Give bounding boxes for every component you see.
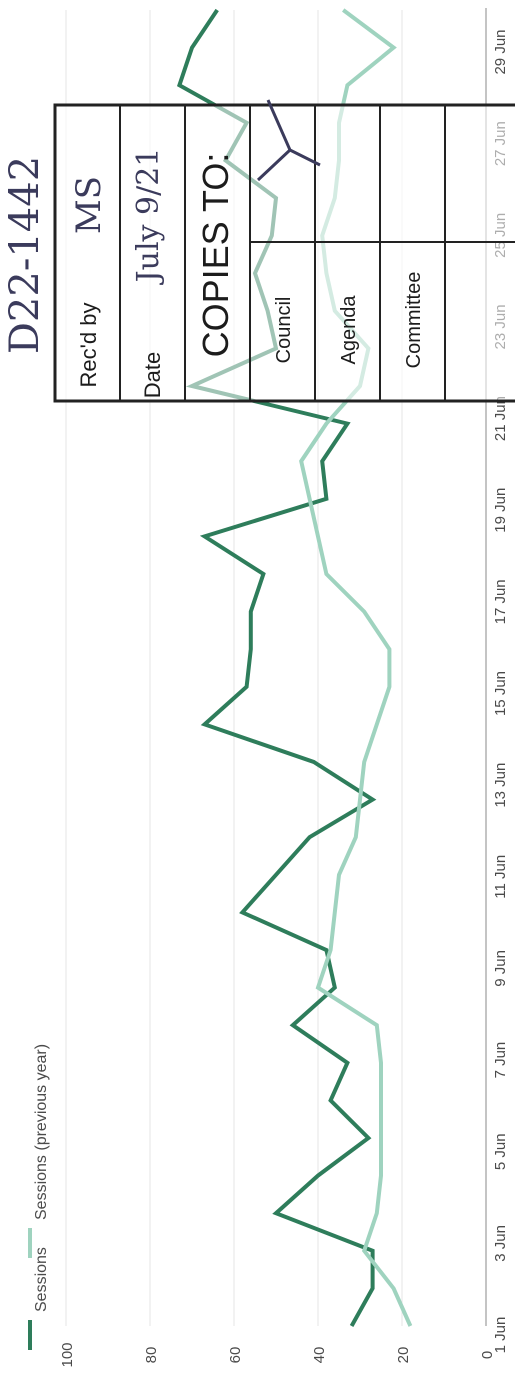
y-tick-labels: 0 20 40 60 80 100 [59,1342,496,1367]
x-tick-label: 7 Jun [492,1042,509,1079]
x-tick-label: 13 Jun [492,763,509,808]
x-tick-label: 11 Jun [492,855,509,899]
x-tick-label: 21 Jun [492,396,509,441]
stamp-recd-label: Rec'd by [76,303,101,388]
stamp-recd-initials: MS [69,176,109,234]
y-tick-label: 20 [395,1347,412,1364]
legend-swatch [28,1228,32,1258]
stamp-row-agenda: Agenda [338,295,360,365]
stamp-row-council: Council [273,297,295,364]
x-tick-label: 29 Jun [492,29,509,74]
stamp-copies-to: COPIES TO: [195,153,236,358]
x-tick-label: 17 Jun [492,579,509,624]
y-tick-label: 40 [311,1347,328,1364]
x-tick-label: 15 Jun [492,671,509,716]
y-tick-label: 60 [227,1347,244,1364]
y-tick-label: 100 [59,1342,76,1367]
x-tick-label: 1 Jun [492,1317,509,1354]
stamp-reference: D22-1442 [2,156,48,354]
stamp-date-value: July 9/21 [131,148,166,286]
legend: Sessions Sessions (previous year) [28,1044,50,1350]
y-tick-label: 0 [479,1351,496,1359]
x-tick-label: 19 Jun [492,488,509,533]
legend-label: Sessions (previous year) [33,1044,50,1220]
legend-swatch [28,1320,32,1350]
x-tick-label: 9 Jun [492,950,509,987]
check-mark-icon [256,99,321,182]
stamp-row-committee: Committee [403,272,425,369]
x-tick-label: 5 Jun [492,1133,509,1170]
legend-label: Sessions [33,1247,50,1312]
x-tick-label: 3 Jun [492,1225,509,1262]
stamp-date-label: Date [140,352,165,398]
received-stamp: D22-1442 Rec'd by MS Date July 9/21 COPIES TO… [2,99,515,403]
y-tick-label: 80 [143,1347,160,1364]
